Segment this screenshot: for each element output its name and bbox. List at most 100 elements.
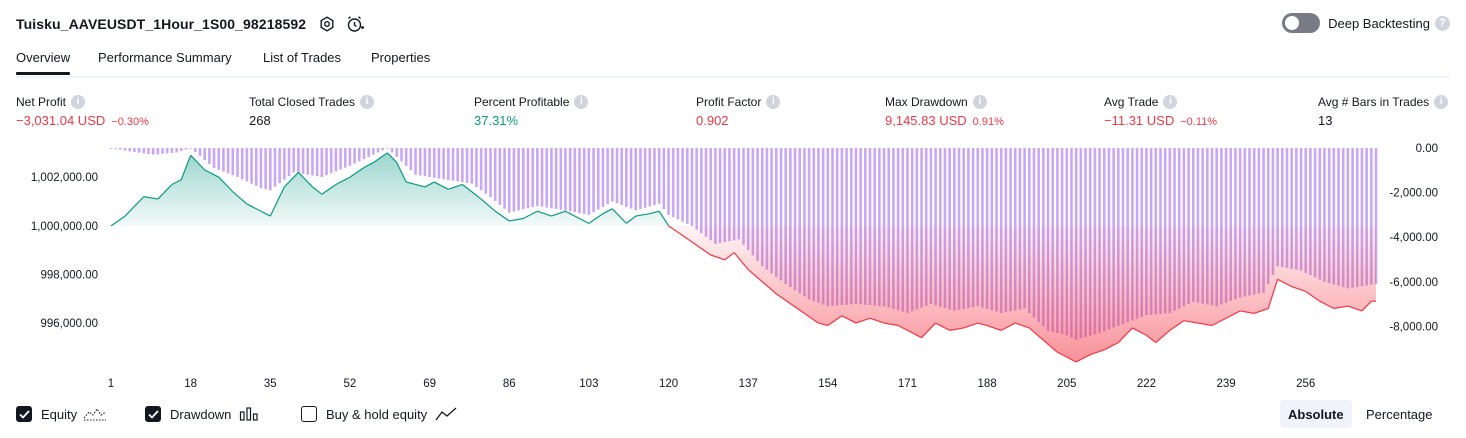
metric-max-drawdown: Max Drawdown i 9,145.83 USD 0.91% — [885, 94, 1004, 128]
strategy-title: Tuisku_AAVEUSDT_1Hour_1S00_98218592 — [16, 16, 307, 32]
drawdown-bar — [789, 148, 792, 288]
drawdown-bar — [643, 148, 647, 208]
equity-line-segment — [588, 213, 604, 224]
drawdown-bar — [765, 148, 769, 270]
equity-line-segment — [386, 152, 398, 164]
drawdown-bar — [723, 148, 727, 243]
equity-line-segment — [269, 186, 285, 217]
x-axis-tick-label: 171 — [898, 378, 917, 390]
info-icon[interactable]: i — [972, 94, 987, 109]
drawdown-bar — [343, 148, 347, 168]
drawdown-bar — [540, 148, 544, 207]
mode-absolute-button[interactable]: Absolute — [1280, 400, 1352, 428]
drawdown-bar — [372, 148, 375, 155]
drawdown-bar — [756, 148, 759, 261]
info-icon[interactable]: i — [766, 94, 781, 109]
equity-line-segment — [297, 171, 313, 188]
help-icon[interactable]: ? — [1435, 15, 1450, 31]
info-icon[interactable]: i — [71, 94, 86, 109]
x-axis-tick-label: 205 — [1057, 378, 1076, 390]
drawdown-bar — [1252, 148, 1256, 295]
equity-line-segment — [935, 322, 950, 331]
drawdown-bar — [390, 148, 394, 153]
drawdown-bar — [1299, 148, 1303, 271]
tab-performance-summary[interactable]: Performance Summary — [98, 50, 232, 65]
drawdown-bar — [1360, 148, 1364, 287]
equity-area — [110, 152, 1376, 363]
tab-overview[interactable]: Overview — [16, 50, 71, 75]
drawdown-bar — [634, 148, 638, 211]
legend-buy-hold-equity[interactable]: Buy & hold equity — [301, 403, 457, 425]
tab-properties[interactable]: Properties — [371, 50, 431, 65]
equity-checkbox[interactable] — [16, 406, 32, 422]
info-icon[interactable]: i — [574, 94, 589, 109]
equity-line-segment — [480, 198, 496, 212]
equity-drawdown-chart[interactable]: 1,002,000.00 1,000,000.00 998,000.00 996,00… — [0, 140, 1466, 395]
deep-backtesting-toggle[interactable] — [1282, 13, 1321, 33]
drawdown-bar — [601, 148, 605, 207]
drawdown-bar — [700, 148, 703, 234]
drawdown-bar — [137, 148, 141, 153]
equity-line-segment — [171, 179, 182, 186]
drawdown-bar — [109, 148, 113, 149]
drawdown-bar — [681, 148, 684, 222]
equity-line-segment — [321, 183, 337, 195]
drawdown-bar — [114, 148, 117, 149]
drawdown-bar — [1234, 148, 1237, 300]
mode-percentage-button[interactable]: Percentage — [1366, 406, 1433, 422]
drawdown-bar — [695, 148, 698, 230]
equity-line-segment — [883, 322, 899, 327]
drawdown-bar — [1304, 148, 1308, 273]
drawdown-bar — [334, 148, 338, 172]
equity-line-segment — [1057, 351, 1068, 358]
metric-avg-trade: Avg Trade i −11.31 USD −0.11% — [1104, 94, 1217, 128]
left-axis-tick-label: 998,000.00 — [40, 269, 98, 281]
drawdown-bar — [1313, 148, 1317, 278]
x-axis-tick-label: 256 — [1296, 378, 1315, 390]
metric-value: 9,145.83 USD — [885, 113, 967, 128]
drawdown-checkbox[interactable] — [145, 406, 161, 422]
drawdown-bar — [1290, 148, 1293, 269]
drawdown-bar — [718, 148, 722, 243]
buy-hold-checkbox[interactable] — [301, 406, 317, 422]
drawdown-bar — [184, 148, 188, 150]
tab-list-of-trades[interactable]: List of Trades — [263, 50, 342, 65]
drawdown-bar — [531, 148, 534, 208]
drawdown-bar — [404, 148, 408, 166]
drawdown-bar — [179, 148, 183, 151]
drawdown-bar — [320, 148, 324, 177]
legend-equity[interactable]: Equity — [16, 403, 107, 425]
x-axis-tick-label: 1 — [108, 378, 114, 390]
drawdown-bar — [1191, 148, 1195, 302]
drawdown-bar — [1285, 148, 1289, 268]
drawdown-bar — [1196, 148, 1200, 303]
equity-line-segment — [804, 312, 819, 324]
info-icon[interactable]: i — [1434, 94, 1449, 109]
drawdown-bar — [418, 148, 422, 176]
equity-line-segment — [949, 327, 964, 331]
settings-icon[interactable] — [316, 13, 338, 35]
equity-line-segment — [579, 217, 590, 224]
drawdown-bar — [292, 148, 296, 173]
drawdown-bar — [1341, 148, 1345, 288]
drawdown-bar — [1309, 148, 1312, 276]
drawdown-bar — [133, 148, 136, 153]
info-icon[interactable]: i — [360, 94, 375, 109]
drawdown-bar — [428, 148, 431, 177]
info-icon[interactable]: i — [1163, 94, 1178, 109]
alarm-clock-plus-icon[interactable] — [344, 13, 366, 35]
drawdown-bar — [432, 148, 436, 178]
drawdown-bar — [671, 148, 675, 218]
drawdown-bar — [1271, 148, 1275, 276]
drawdown-bar — [194, 148, 197, 153]
equity-line-segment — [611, 208, 627, 224]
drawdown-bar — [760, 148, 764, 267]
metric-value: −3,031.04 USD — [16, 113, 106, 128]
drawdown-bar — [1318, 148, 1322, 280]
legend-drawdown[interactable]: Drawdown — [145, 403, 259, 425]
equity-line-segment — [869, 317, 885, 324]
equity-line-segment — [1347, 305, 1363, 312]
equity-line-segment — [1075, 354, 1091, 363]
metric-value: −11.31 USD — [1104, 113, 1175, 128]
drawdown-bar — [596, 148, 600, 210]
